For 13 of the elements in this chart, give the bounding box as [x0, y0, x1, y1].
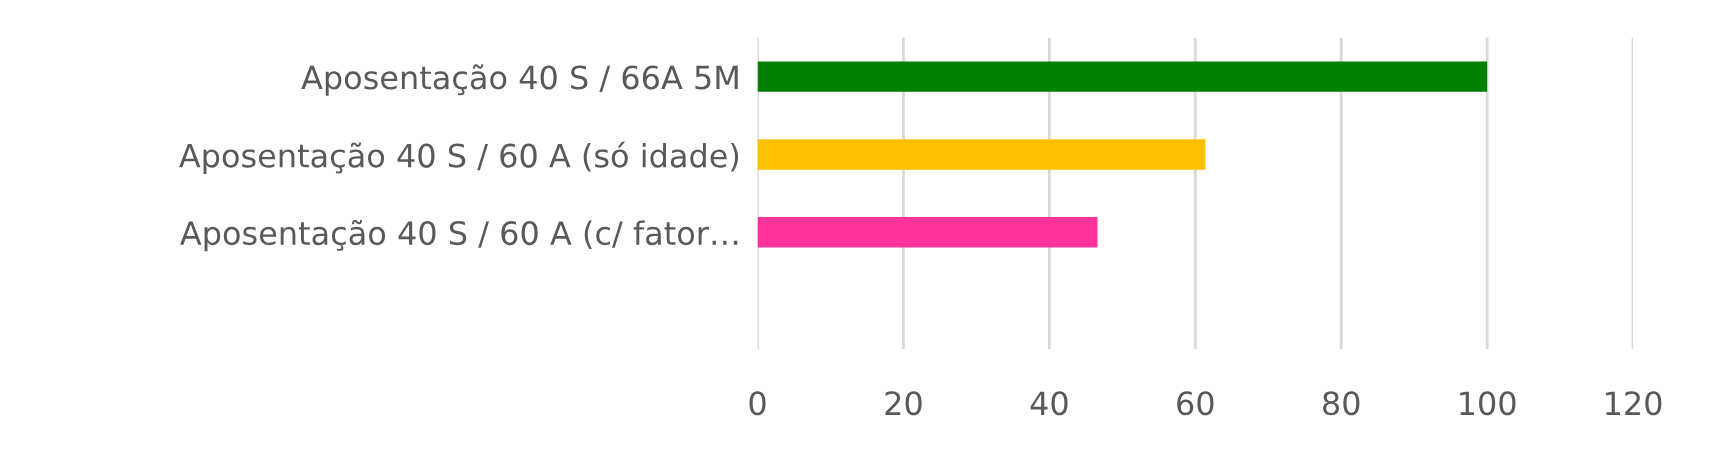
x-tick-label: 120	[1606, 391, 1662, 416]
x-tick-label: 0	[749, 391, 766, 416]
x-tick-label: 40	[1030, 391, 1068, 416]
x-tick-label: 80	[1323, 391, 1360, 416]
bar	[757, 61, 1488, 92]
bar	[757, 217, 1098, 248]
y-tick-label: Aposentação 40 S / 60 A (só idade)	[179, 141, 739, 174]
y-tick-label: Aposentação 40 S / 66A 5M	[301, 64, 738, 96]
x-tick-label: 100	[1460, 391, 1516, 416]
y-tick-label: Aposentação 40 S / 60 A (c/ fator…	[180, 219, 738, 252]
x-tick-label: 20	[885, 391, 922, 416]
x-tick-label: 60	[1177, 391, 1214, 416]
bar	[757, 139, 1206, 170]
